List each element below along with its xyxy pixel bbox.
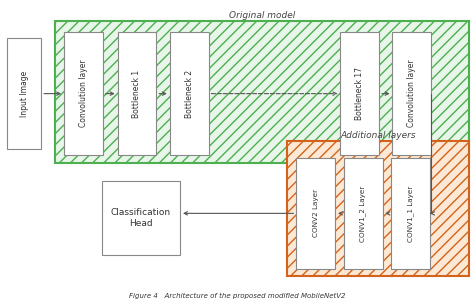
Text: Bottleneck 17: Bottleneck 17	[356, 67, 364, 120]
Text: CONV1_1 Layer: CONV1_1 Layer	[407, 185, 414, 242]
Text: Additional layers: Additional layers	[340, 131, 416, 140]
Bar	[55, 21, 469, 163]
Text: Convolution layer: Convolution layer	[79, 60, 88, 127]
Text: Classification
Head: Classification Head	[111, 208, 171, 228]
Text: Original model: Original model	[229, 11, 295, 20]
Text: Bottleneck 1: Bottleneck 1	[133, 70, 141, 118]
Bar	[296, 158, 335, 269]
Text: Bottleneck 2: Bottleneck 2	[185, 70, 193, 118]
Text: Figure 4   Architecture of the proposed modified MobileNetV2: Figure 4 Architecture of the proposed mo…	[129, 293, 345, 299]
Bar	[118, 32, 156, 155]
Bar	[392, 32, 431, 155]
Bar	[64, 32, 103, 155]
Bar	[102, 181, 180, 255]
Bar	[344, 158, 383, 269]
Bar	[7, 38, 41, 149]
Text: Convolution layer: Convolution layer	[408, 60, 416, 127]
Text: CONV1_2 Layer: CONV1_2 Layer	[360, 185, 366, 242]
Bar	[170, 32, 209, 155]
Text: CONV2 Layer: CONV2 Layer	[313, 189, 319, 237]
Bar	[340, 32, 379, 155]
Bar	[287, 141, 469, 276]
Bar	[391, 158, 430, 269]
Text: Input Image: Input Image	[20, 71, 28, 117]
